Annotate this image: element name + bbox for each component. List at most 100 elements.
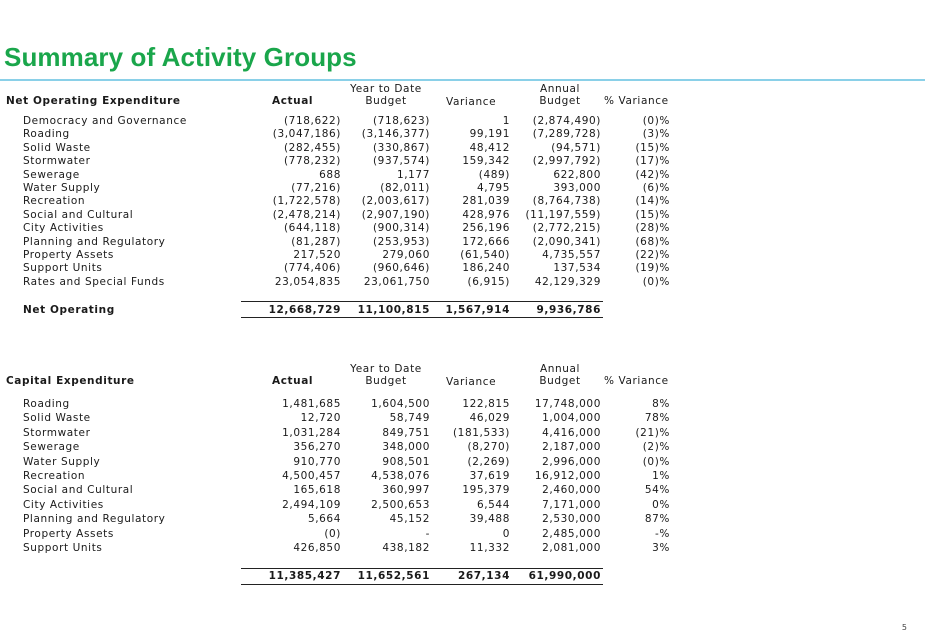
annual-budget-value: 7,171,000 bbox=[542, 498, 601, 511]
col-actual: Actual bbox=[272, 95, 314, 107]
actual-value: (778,232) bbox=[283, 155, 341, 168]
pct-variance-value: 0% bbox=[652, 498, 670, 511]
col-ytd-top: Year to Date bbox=[350, 363, 422, 375]
page-number: 5 bbox=[901, 623, 907, 632]
annual-budget-value: 61,990,000 bbox=[528, 570, 601, 582]
col-ytd-top: Year to Date bbox=[350, 83, 422, 95]
budget-value: 11,652,561 bbox=[357, 570, 430, 582]
actual-value: (77,216) bbox=[291, 182, 341, 194]
table-row: Solid Waste (282,455) (330,867) 48,412 (94,5… bbox=[0, 142, 700, 155]
actual-value: (2,478,214) bbox=[272, 208, 341, 221]
table-row: Sewerage 356,270 348,000 (8,270) 2,187,000 (2… bbox=[0, 441, 700, 454]
row-label: Roading bbox=[23, 128, 70, 141]
variance-value: (181,533) bbox=[452, 426, 510, 439]
budget-value: (960,646) bbox=[372, 262, 430, 275]
annual-budget-value: 2,996,000 bbox=[542, 455, 601, 468]
table-row: City Activities 2,494,109 2,500,653 6,544 7,… bbox=[0, 499, 700, 512]
row-label: Property Assets bbox=[23, 527, 114, 540]
table-row: Solid Waste 12,720 58,749 46,029 1,004,000 78… bbox=[0, 412, 700, 425]
row-label: Stormwater bbox=[23, 155, 91, 168]
variance-value: 281,039 bbox=[462, 195, 510, 208]
variance-value: 256,196 bbox=[462, 222, 510, 235]
pct-variance-value: (0)% bbox=[642, 455, 670, 468]
annual-budget-value: 2,187,000 bbox=[542, 441, 601, 454]
variance-value: 186,240 bbox=[462, 262, 510, 275]
table-row: Planning and Regulatory 5,664 45,152 39,488… bbox=[0, 513, 700, 526]
variance-value: 1,567,914 bbox=[445, 304, 510, 316]
table-row: Recreation (1,722,578) (2,003,617) 281,039 (… bbox=[0, 195, 700, 208]
budget-value: 438,182 bbox=[382, 542, 430, 554]
table-row: Rates and Special Funds 23,054,835 23,061,… bbox=[0, 276, 700, 289]
variance-value: 39,488 bbox=[469, 513, 510, 526]
col-annual-top: Annual bbox=[539, 363, 581, 375]
budget-value: 360,997 bbox=[382, 484, 430, 497]
pct-variance-value: (42)% bbox=[635, 168, 670, 181]
row-label: Solid Waste bbox=[23, 141, 91, 154]
budget-value: (330,867) bbox=[372, 141, 430, 154]
variance-value: (489) bbox=[478, 168, 510, 181]
pct-variance-value: 1% bbox=[652, 470, 670, 482]
budget-value: 348,000 bbox=[382, 441, 430, 454]
table-row: Stormwater (778,232) (937,574) 159,342 (2,99… bbox=[0, 155, 700, 168]
actual-value: 910,770 bbox=[293, 455, 341, 468]
row-label: Rates and Special Funds bbox=[23, 275, 165, 288]
variance-value: 37,619 bbox=[469, 470, 510, 482]
actual-value: 688 bbox=[319, 168, 341, 181]
actual-value: 426,850 bbox=[293, 542, 341, 554]
pct-variance-value: (14)% bbox=[635, 195, 670, 208]
annual-budget-value: (8,764,738) bbox=[532, 195, 601, 208]
annual-budget-value: 2,081,000 bbox=[542, 542, 601, 554]
budget-value: 2,500,653 bbox=[371, 498, 430, 511]
title-divider bbox=[0, 79, 925, 81]
pct-variance-value: 54% bbox=[644, 484, 670, 497]
col-budget: Budget bbox=[365, 375, 407, 387]
table-row: Roading 1,481,685 1,604,500 122,815 17,748,0… bbox=[0, 398, 700, 411]
table-row: Water Supply (77,216) (82,011) 4,795 393,000… bbox=[0, 182, 700, 195]
pct-variance-value: (15)% bbox=[635, 141, 670, 154]
variance-value: (6,915) bbox=[467, 275, 510, 288]
row-label: Stormwater bbox=[23, 426, 91, 439]
actual-value: (644,118) bbox=[283, 222, 341, 235]
variance-value: 0 bbox=[502, 527, 510, 540]
col-budget: Budget bbox=[365, 95, 407, 107]
variance-value: 172,666 bbox=[462, 235, 510, 248]
table-row: Support Units 426,850 438,182 11,332 2,081,0… bbox=[0, 542, 700, 555]
actual-value: 12,720 bbox=[300, 412, 341, 425]
col-pct-variance: % Variance bbox=[604, 375, 669, 387]
variance-value: 4,795 bbox=[476, 182, 510, 194]
actual-value: 11,385,427 bbox=[268, 570, 341, 582]
budget-value: 849,751 bbox=[382, 426, 430, 439]
budget-value: 23,061,750 bbox=[363, 275, 430, 288]
pct-variance-value: (68)% bbox=[635, 235, 670, 248]
annual-budget-value: 4,735,557 bbox=[542, 249, 601, 261]
pct-variance-value: 8% bbox=[652, 398, 670, 410]
variance-value: 11,332 bbox=[469, 542, 510, 554]
variance-value: (2,269) bbox=[467, 455, 510, 468]
actual-value: 1,481,685 bbox=[282, 398, 341, 410]
variance-value: 267,134 bbox=[457, 570, 510, 582]
total-row: 11,385,427 11,652,561 267,134 61,990,000 bbox=[0, 570, 700, 583]
budget-value: 45,152 bbox=[389, 513, 430, 526]
annual-budget-value: 2,460,000 bbox=[542, 484, 601, 497]
table-row: Stormwater 1,031,284 849,751 (181,533) 4,416… bbox=[0, 427, 700, 440]
table-heading: Capital Expenditure bbox=[6, 375, 135, 387]
col-actual: Actual bbox=[272, 375, 314, 387]
actual-value: 12,668,729 bbox=[268, 304, 341, 316]
table-row: Social and Cultural 165,618 360,997 195,379… bbox=[0, 484, 700, 497]
actual-value: (0) bbox=[324, 527, 341, 540]
pct-variance-value: (15)% bbox=[635, 208, 670, 221]
actual-value: 217,520 bbox=[293, 249, 341, 261]
budget-value: (82,011) bbox=[380, 182, 430, 194]
budget-value: (718,623) bbox=[372, 115, 430, 127]
budget-value: (2,907,190) bbox=[361, 208, 430, 221]
total-row: Net Operating 12,668,729 11,100,815 1,567,9… bbox=[0, 304, 700, 317]
annual-budget-value: (7,289,728) bbox=[532, 128, 601, 141]
table-row: Social and Cultural (2,478,214) (2,907,190… bbox=[0, 209, 700, 222]
pct-variance-value: (21)% bbox=[635, 426, 670, 439]
variance-value: 159,342 bbox=[462, 155, 510, 168]
pct-variance-value: (0)% bbox=[642, 115, 670, 127]
col-annual-top: Annual bbox=[539, 83, 581, 95]
variance-value: 122,815 bbox=[462, 398, 510, 410]
annual-budget-value: 16,912,000 bbox=[534, 470, 601, 482]
actual-value: 1,031,284 bbox=[282, 426, 341, 439]
